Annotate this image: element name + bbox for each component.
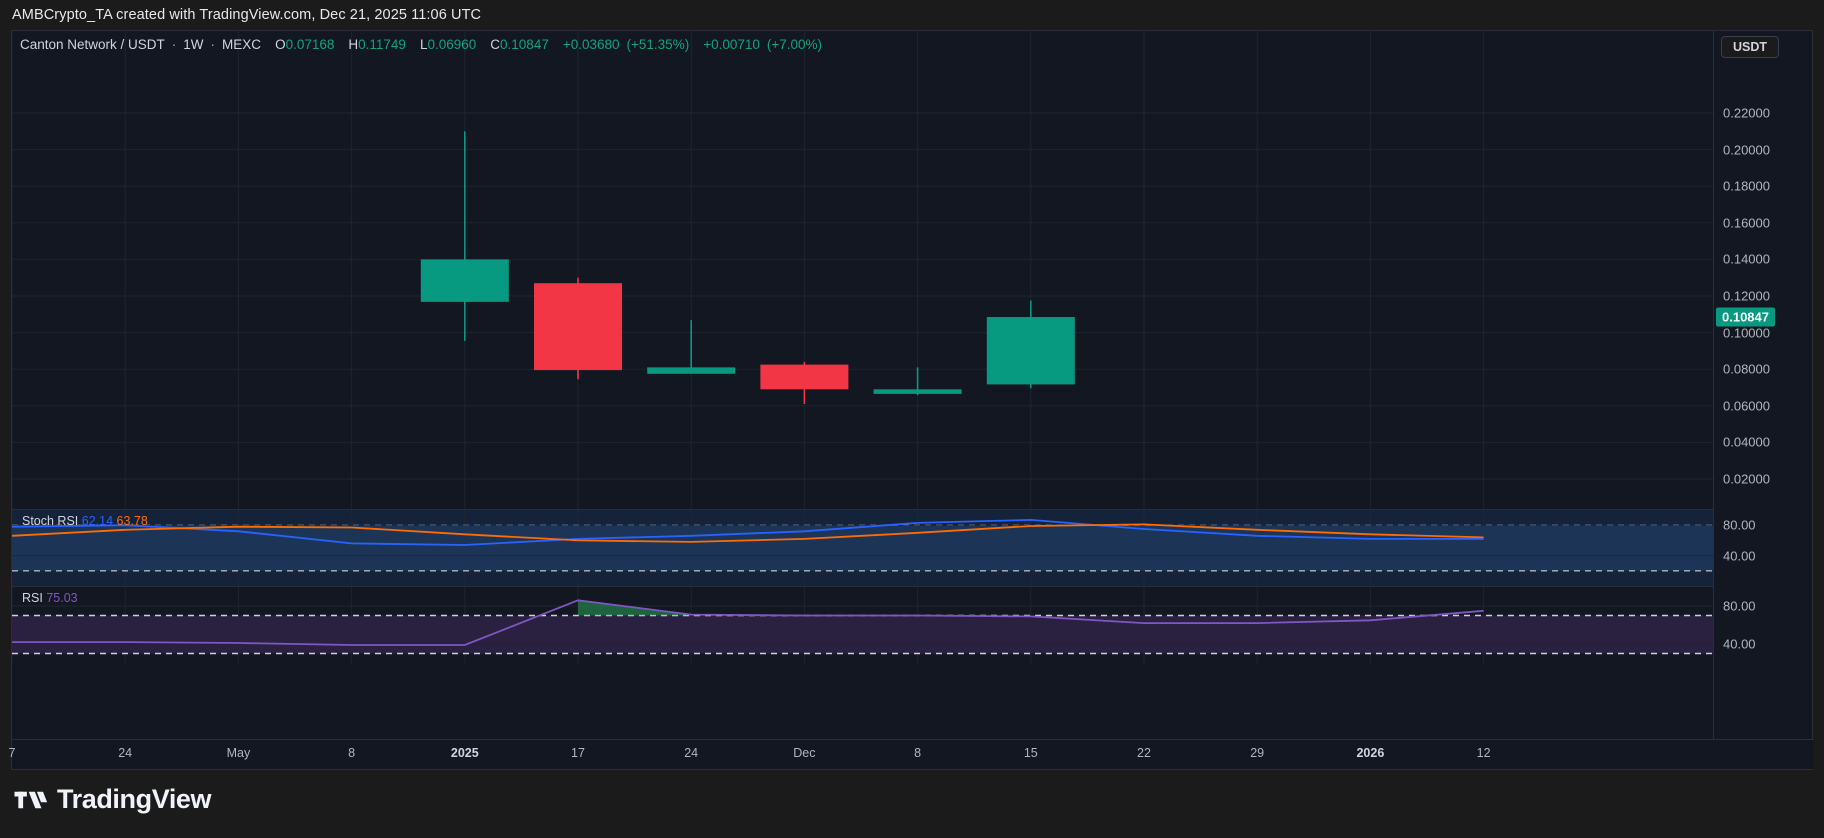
legend-close-value: 0.10847 [500,37,549,52]
rsi-value: 75.03 [46,591,78,605]
time-tick-label: 8 [348,746,356,760]
time-tick-label: 17 [571,746,585,760]
stoch-rsi-pane[interactable] [12,510,1714,586]
stoch-rsi-plot [12,510,1714,586]
last-price-label: 0.10847 [1716,307,1775,327]
time-axis[interactable]: 7 24 May 8 2025 17 24 Dec 8 15 22 29 2026 12 [8,739,1814,769]
tradingview-wordmark: TradingView [57,784,212,814]
legend-change-absolute: +0.03680 [562,37,620,52]
price-tick-label: 0.14000 [1723,251,1770,267]
legend-sep-2: · [210,37,216,52]
legend-change-percent: (+51.35%) [626,37,690,52]
rsi-name: RSI [22,591,43,605]
attribution-text: AMBCrypto_TA created with TradingView.co… [0,0,1824,30]
price-tick-label: 0.02000 [1723,471,1770,487]
indicator-tick-label: 40.00 [1723,548,1756,564]
price-pane[interactable] [12,31,1714,509]
time-tick-label: 24 [118,746,133,760]
time-tick-label: 15 [1023,746,1038,760]
price-tick-label: 0.06000 [1723,398,1770,414]
legend-open-value: 0.07168 [285,37,335,52]
time-tick-label: Dec [793,746,816,760]
legend-sep-1: · [171,37,177,52]
stoch-rsi-legend[interactable]: Stoch RSI 62.14 63.78 [22,514,148,528]
indicator-tick-label: 80.00 [1723,517,1756,533]
price-tick-label: 0.22000 [1723,105,1770,121]
footer-bar: TradingView [0,770,1824,838]
pane-divider-2 [12,586,1714,587]
candlestick-plot [12,31,1714,509]
time-tick-label: 2026 [1356,746,1385,760]
price-tick-label: 0.20000 [1723,142,1770,158]
legend-low-value: 0.06960 [427,37,477,52]
legend-interval[interactable]: 1W [183,37,204,52]
stoch-rsi-d-value: 63.78 [116,514,148,528]
tradingview-mark-icon [14,791,48,808]
legend-open-label: O [275,37,286,52]
currency-badge[interactable]: USDT [1721,36,1780,58]
stoch-rsi-k-value: 62.14 [81,514,114,528]
time-tick-label: 8 [914,746,922,760]
price-tick-label: 0.18000 [1723,178,1770,194]
pane-divider-1 [12,509,1714,510]
time-tick-label: 29 [1250,746,1265,760]
time-tick-label: 7 [8,746,16,760]
legend-low-label: L [419,37,428,52]
price-tick-label: 0.04000 [1723,434,1770,450]
chart-container[interactable]: Canton Network / USDT · 1W · MEXC O0.07168 H0.… [8,30,1814,770]
legend-exchange[interactable]: MEXC [222,37,262,52]
legend-change-absolute-2: +0.00710 [703,37,760,52]
price-tick-label: 0.16000 [1723,215,1770,231]
tradingview-logo[interactable]: TradingView [14,784,212,815]
stoch-rsi-name: Stoch RSI [22,514,79,528]
price-axis[interactable]: USDT 0.22000 0.20000 0.18000 0.16000 0.14000… [1713,31,1812,769]
time-tick-label: 24 [684,746,699,760]
rsi-plot [12,587,1714,663]
time-tick-label: May [226,746,251,760]
symbol-legend[interactable]: Canton Network / USDT · 1W · MEXC O0.07168 H0.… [20,37,822,52]
legend-symbol[interactable]: Canton Network / USDT [20,37,165,52]
rsi-legend[interactable]: RSI 75.03 [22,591,78,605]
legend-high-value: 0.11749 [358,37,406,52]
legend-close-label: C [490,37,501,52]
legend-change-percent-2: (+7.00%) [766,37,823,52]
price-tick-label: 0.08000 [1723,361,1770,377]
price-tick-label: 0.12000 [1723,288,1770,304]
time-tick-label: 12 [1476,746,1491,760]
price-tick-label: 0.10000 [1723,325,1770,341]
rsi-pane[interactable] [12,587,1714,663]
time-tick-label: 2025 [450,746,479,760]
legend-high-label: H [348,37,359,52]
time-tick-label: 22 [1137,746,1151,760]
indicator-tick-label: 80.00 [1723,598,1756,614]
indicator-tick-label: 40.00 [1723,636,1756,652]
